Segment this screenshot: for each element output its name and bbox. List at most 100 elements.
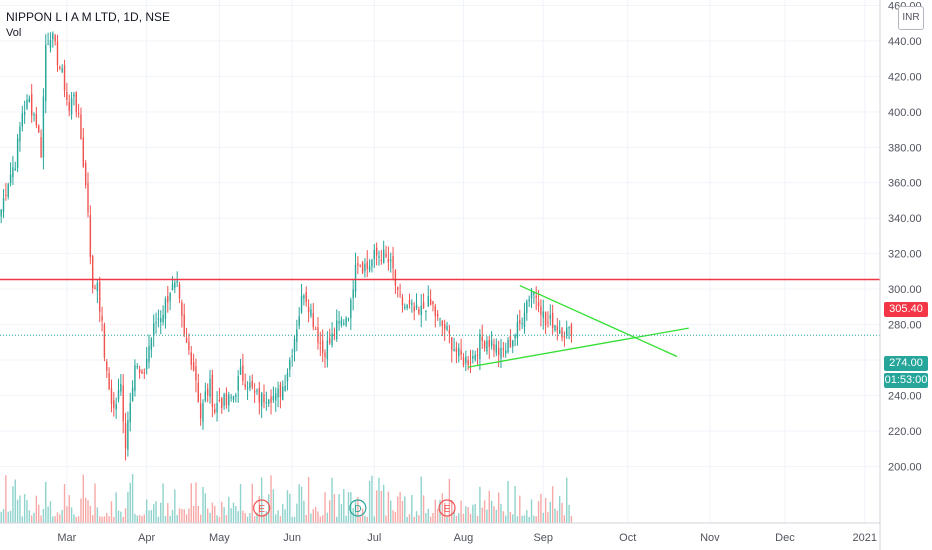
time-tick-label: Mar bbox=[57, 532, 76, 544]
volume-bar bbox=[470, 514, 471, 523]
volume-bar bbox=[500, 504, 501, 523]
volume-bar bbox=[446, 517, 447, 523]
volume-bar bbox=[78, 516, 79, 523]
volume-bar bbox=[432, 513, 433, 523]
candle-body bbox=[564, 336, 565, 337]
volume-bar bbox=[505, 516, 506, 523]
candle-body bbox=[524, 313, 525, 327]
candle-body bbox=[118, 390, 119, 400]
volume-bar bbox=[12, 486, 13, 523]
candle-body bbox=[214, 409, 215, 412]
volume-bar bbox=[559, 496, 560, 523]
volume-bar bbox=[87, 500, 88, 523]
candle-body bbox=[230, 397, 231, 398]
candle-body bbox=[526, 301, 527, 313]
volume-bar bbox=[240, 484, 241, 523]
candle-body bbox=[519, 320, 520, 323]
volume-bar bbox=[249, 513, 250, 523]
candle-body bbox=[413, 306, 414, 311]
time-tick-label: Aug bbox=[454, 532, 474, 544]
volume-bar bbox=[399, 492, 400, 523]
currency-button[interactable]: INR bbox=[898, 6, 924, 30]
candle-body bbox=[291, 356, 292, 357]
candle-body bbox=[463, 357, 464, 365]
volume-bar bbox=[552, 486, 553, 523]
volume-bar bbox=[291, 517, 292, 523]
candle-body bbox=[381, 260, 382, 261]
volume-bar bbox=[306, 515, 307, 523]
candle-body bbox=[561, 328, 562, 338]
volume-bar bbox=[54, 516, 55, 523]
volume-bar bbox=[303, 501, 304, 523]
candle-body bbox=[261, 393, 262, 406]
candle-body bbox=[435, 306, 436, 316]
candle-body bbox=[472, 356, 473, 359]
candle-body bbox=[221, 397, 222, 408]
volume-bar bbox=[111, 501, 112, 523]
candle-body bbox=[423, 302, 424, 308]
volume-bar bbox=[521, 516, 522, 523]
candle-body bbox=[277, 389, 278, 398]
candle-body bbox=[543, 311, 544, 317]
volume-bar bbox=[230, 508, 231, 523]
volume-bar bbox=[482, 508, 483, 523]
candle-body bbox=[545, 312, 546, 325]
price-tick-label: 380.00 bbox=[888, 142, 922, 154]
candle-body bbox=[45, 45, 46, 101]
candle-body bbox=[453, 349, 454, 351]
candle-body bbox=[437, 314, 438, 317]
time-tick-label: Sep bbox=[533, 532, 553, 544]
candle-body bbox=[568, 327, 569, 328]
candle-body bbox=[38, 125, 39, 132]
time-tick-label: Nov bbox=[700, 532, 720, 544]
candle-body bbox=[50, 40, 51, 48]
price-axis[interactable]: 200.00220.00240.00260.00280.00300.00320.… bbox=[880, 0, 922, 550]
candle-body bbox=[388, 259, 389, 263]
candle-body bbox=[418, 309, 419, 313]
candle-body bbox=[538, 302, 539, 306]
candle-body bbox=[240, 367, 241, 374]
candle-body bbox=[503, 349, 504, 350]
candle-body bbox=[451, 337, 452, 350]
candle-body bbox=[169, 293, 170, 301]
volume-bar bbox=[139, 515, 140, 523]
volume-bar bbox=[362, 508, 363, 523]
volume-bar bbox=[113, 517, 114, 523]
candle-body bbox=[439, 318, 440, 319]
candle-body bbox=[148, 346, 149, 362]
candle-body bbox=[378, 256, 379, 258]
candle-body bbox=[482, 337, 483, 341]
volume-bar bbox=[24, 494, 25, 523]
volume-bar bbox=[43, 509, 44, 523]
volume-bar bbox=[477, 516, 478, 523]
volume-bar bbox=[289, 494, 290, 523]
candle-body bbox=[12, 167, 13, 177]
volume-bar bbox=[162, 483, 163, 523]
volume-bar bbox=[61, 510, 62, 523]
candle-body bbox=[76, 92, 77, 112]
candle-body bbox=[571, 325, 572, 336]
candle-body bbox=[425, 311, 426, 312]
volume-bar bbox=[94, 483, 95, 523]
volume-bar bbox=[280, 516, 281, 523]
candle-body bbox=[331, 333, 332, 345]
candle-body bbox=[329, 338, 330, 343]
volume-bar bbox=[557, 511, 558, 523]
candle-body bbox=[29, 98, 30, 102]
candle-body bbox=[512, 340, 513, 346]
candle-body bbox=[174, 283, 175, 288]
candle-body bbox=[132, 388, 133, 402]
volume-bar bbox=[456, 516, 457, 523]
candle-body bbox=[458, 348, 459, 356]
volume-bar bbox=[10, 511, 11, 523]
volume-bar bbox=[144, 514, 145, 523]
volume-bar bbox=[336, 517, 337, 523]
volume-bar bbox=[517, 516, 518, 523]
time-axis[interactable]: Mar Apr May Jun Jul Aug Sep Oct Nov Dec 2021 bbox=[0, 523, 880, 544]
volume-bar bbox=[533, 516, 534, 523]
volume-bar bbox=[165, 516, 166, 523]
volume-bar bbox=[64, 484, 65, 523]
candle-body bbox=[94, 288, 95, 289]
